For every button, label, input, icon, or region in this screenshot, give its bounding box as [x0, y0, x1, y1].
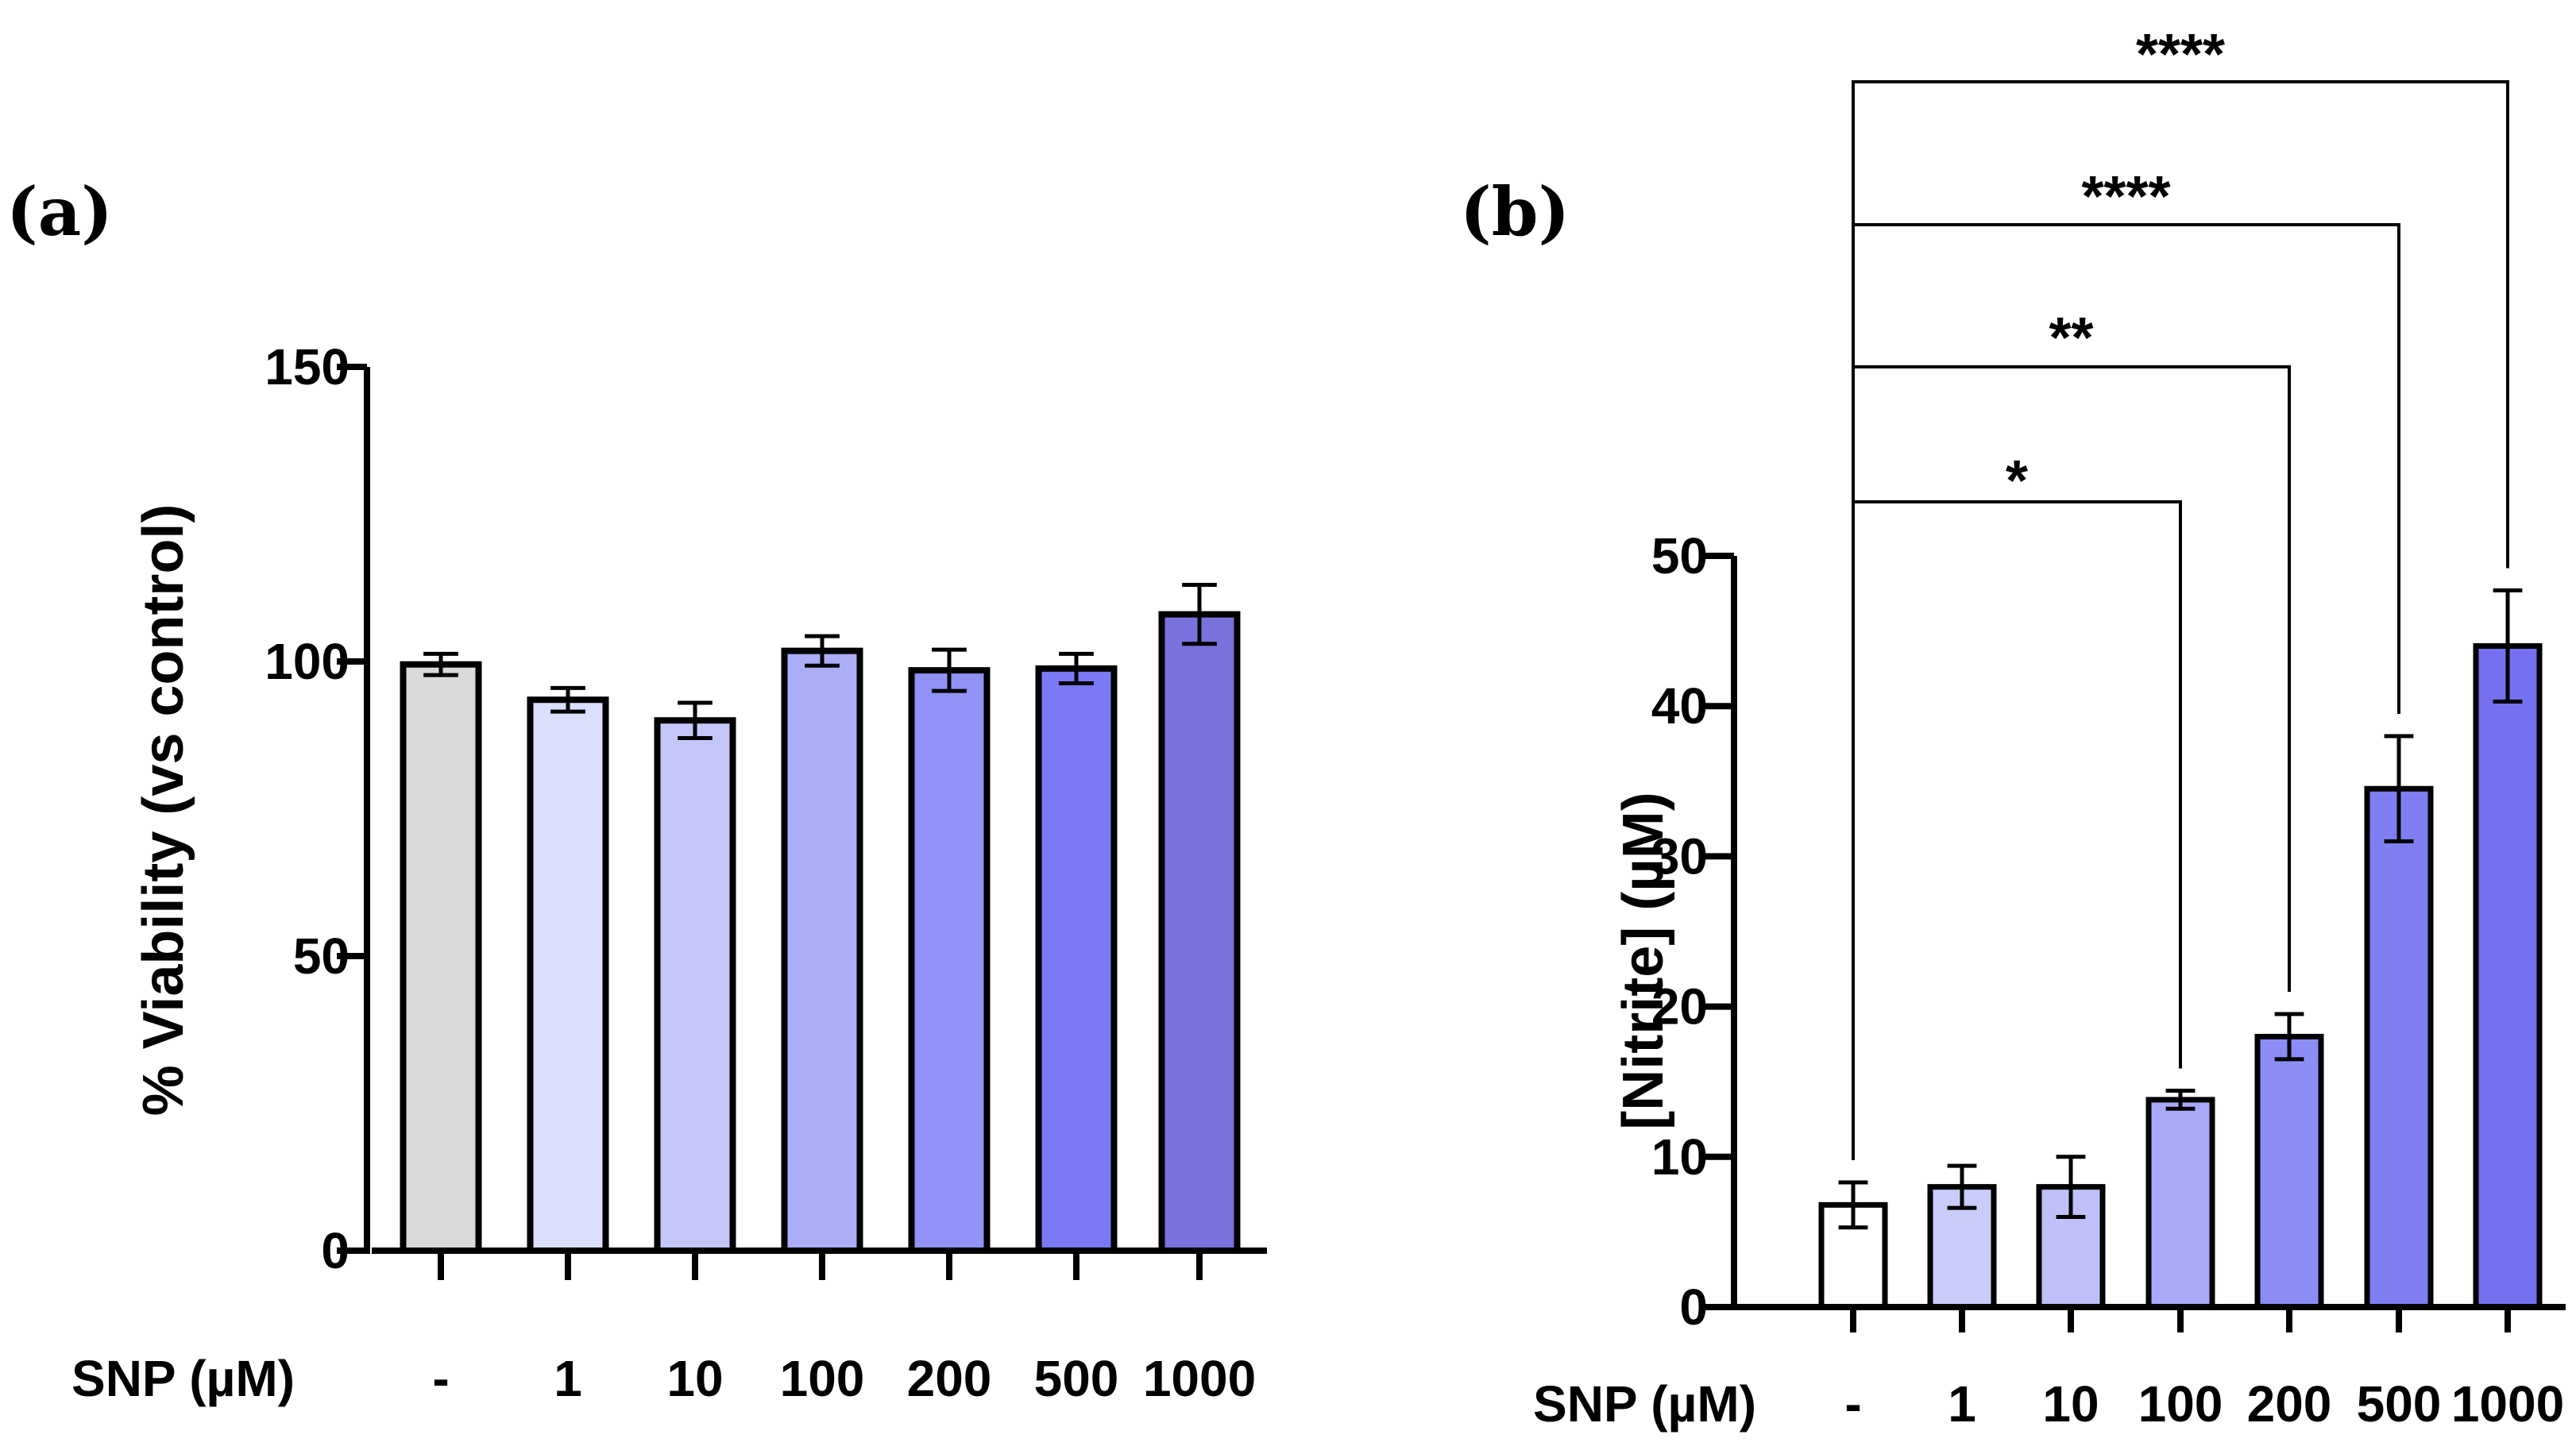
panel-a-x-tick-label-6: 1000	[1143, 1350, 1256, 1407]
panel-a-x-tick-label-2: 10	[666, 1350, 723, 1407]
panel-b-sig-bracket-0	[1852, 500, 2182, 1160]
panel-b-y-axis-title: [Nitrite] (µM)	[1612, 792, 1675, 1129]
panel-a-label: (a)	[6, 172, 113, 251]
panel-a-y-axis-title: % Viability (vs control)	[132, 504, 195, 1116]
panel-b-bar-4	[2254, 1033, 2324, 1310]
panel-b-y-tick-label-40: 40	[1651, 677, 1708, 735]
panel-b-y-tick-label-30: 30	[1651, 827, 1708, 885]
panel-a-bar-0	[400, 661, 482, 1254]
panel-b-x-tick-label-2: 10	[2042, 1375, 2099, 1433]
panel-a-bar-1	[527, 696, 609, 1254]
panel-b-x-axis-title: SNP (µM)	[1533, 1375, 1756, 1433]
panel-b-axes: 0 10 20 30 40 50 - 1 10 100 200 500 1000	[1651, 527, 2566, 1433]
panel-b-x-tick-label-4: 200	[2247, 1375, 2332, 1433]
panel-b-bar-5	[2364, 785, 2434, 1310]
panel-a-x-tick-label-5: 500	[1034, 1350, 1119, 1407]
panel-a-y-tick-label-100: 100	[265, 633, 350, 690]
panel-a-bar-6	[1158, 611, 1241, 1254]
panel-a-y-tick-label-0: 0	[321, 1222, 350, 1279]
panel-a-bar-3	[781, 647, 863, 1254]
panel-a: (a) 0 50 100 150 - 1 10 100 200 500 1000 % Viabili…	[6, 172, 1267, 1407]
panel-a-x-tick-label-0: -	[432, 1350, 449, 1407]
panel-a-x-tick-label-1: 1	[554, 1350, 582, 1407]
panel-b-bar-3	[2145, 1097, 2215, 1310]
panel-a-bar-2	[654, 717, 736, 1254]
panel-b-sig-label-3: ****	[2136, 23, 2225, 87]
panel-a-y-tick-label-50: 50	[293, 927, 350, 985]
panel-b-x-tick-label-6: 1000	[2451, 1375, 2564, 1433]
panel-b-x-tick-label-3: 100	[2138, 1375, 2223, 1433]
panel-a-x-tick-label-3: 100	[780, 1350, 865, 1407]
panel-b-y-tick-label-0: 0	[1679, 1278, 1708, 1336]
panel-a-y-tick-label-150: 150	[265, 338, 350, 395]
panel-a-axes: 0 50 100 150 - 1 10 100 200 500 1000	[265, 338, 1267, 1407]
panel-b-bars	[1818, 588, 2543, 1310]
panel-b-y-tick-label-20: 20	[1651, 978, 1708, 1035]
panel-b-x-tick-label-5: 500	[2357, 1375, 2442, 1433]
panel-a-bars	[400, 583, 1241, 1254]
panel-a-bar-4	[908, 667, 991, 1254]
panel-b-sig-bracket-3	[1852, 80, 2509, 1160]
panel-a-bar-5	[1035, 665, 1118, 1254]
panel-a-x-axis-title: SNP (µM)	[71, 1350, 295, 1407]
panel-b-y-tick-label-50: 50	[1651, 527, 1708, 584]
panel-b-x-tick-label-1: 1	[1948, 1375, 1976, 1433]
panel-a-x-tick-label-4: 200	[907, 1350, 992, 1407]
panel-b-x-tick-label-0: -	[1844, 1375, 1861, 1433]
panel-b-y-tick-label-10: 10	[1651, 1128, 1708, 1186]
panel-b-bar-6	[2473, 643, 2543, 1310]
panel-b-sig-bracket-2	[1852, 223, 2400, 1160]
panel-b-sig-label-2: ****	[2081, 165, 2170, 229]
panel-b-significance: ***********	[1852, 23, 2509, 1160]
panel-b-label: (b)	[1460, 172, 1570, 251]
panel-b-sig-label-1: **	[2049, 307, 2093, 370]
panel-b-sig-bracket-1	[1852, 365, 2291, 1160]
panel-b-sig-label-0: *	[2006, 449, 2028, 513]
